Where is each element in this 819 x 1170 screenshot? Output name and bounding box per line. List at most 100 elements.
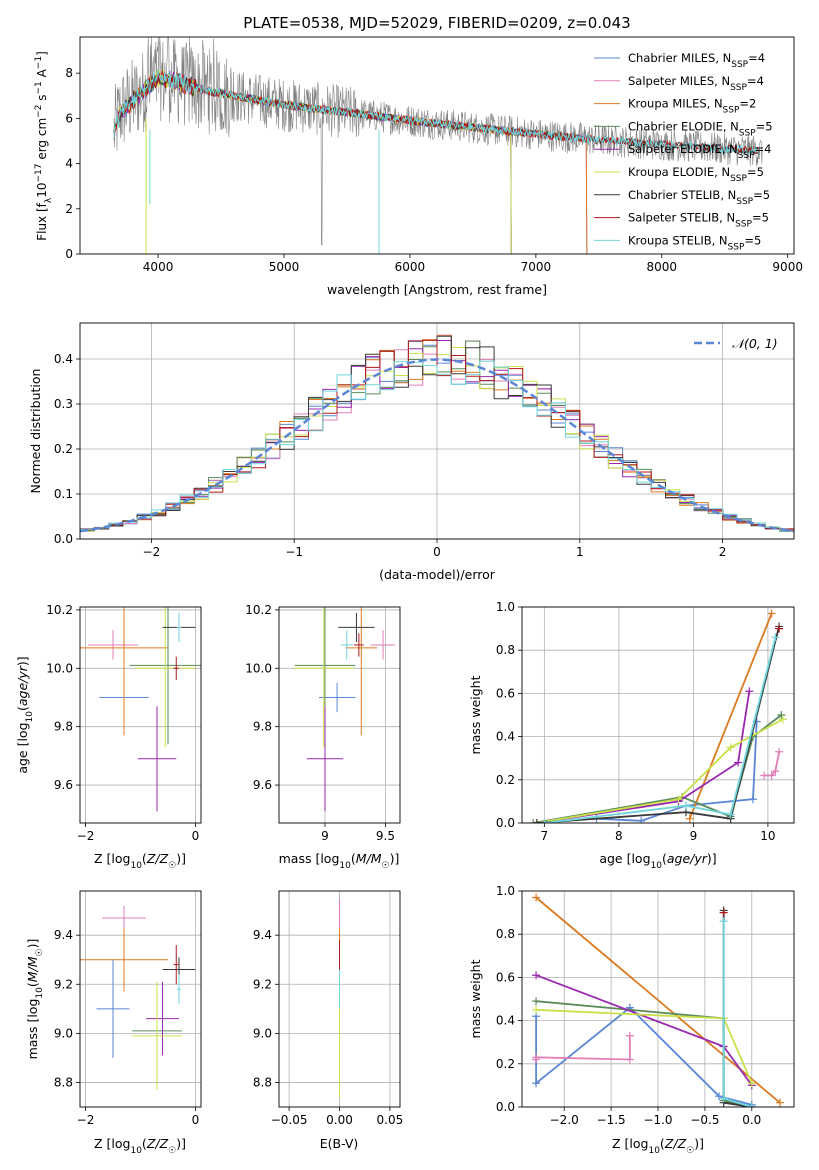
mass-weight-marker xyxy=(747,1079,756,1088)
y-tick-label: 1.0 xyxy=(496,600,515,614)
mass-weight-line xyxy=(536,626,780,823)
x-tick-label: −1.5 xyxy=(597,1113,626,1127)
axes-mass-vs-age: 9 9.5 9.6 9.8 10.0 10.2 mass [log10(M/M☉)] xyxy=(245,603,401,871)
legend-label: Chabrier MILES, NSSP=4 xyxy=(628,51,765,70)
x-tick-label: −0.05 xyxy=(271,1113,308,1127)
y-tick-label: 9.0 xyxy=(54,1026,73,1040)
x-tick-label: 7000 xyxy=(521,260,552,274)
x-tick-label: 1 xyxy=(576,545,584,559)
x-tick-label: 6000 xyxy=(395,260,426,274)
legend-label: Salpeter MILES, NSSP=4 xyxy=(628,74,764,93)
x-tick-label: 9.5 xyxy=(376,829,395,843)
mass-weight-marker xyxy=(719,1094,728,1103)
mass-weight-line xyxy=(536,718,784,823)
mass-weight-marker xyxy=(532,1079,541,1088)
x-tick-label: −1 xyxy=(285,545,303,559)
axes-spectrum: 4000 5000 6000 7000 8000 9000 0 2 4 6 8 Chabrier MI… xyxy=(34,36,803,297)
axes-Z-vs-massweight: −2.0 −1.5 −1.0 −0.5 0.0 0.0 0.2 0.4 0.6 0.8 1.0 Z [… xyxy=(468,884,795,1156)
plot-area xyxy=(80,334,794,539)
mass-weight-line xyxy=(536,691,751,823)
x-tick-label: −2 xyxy=(143,545,161,559)
y-axis-label: mass [log10(M/M☉)] xyxy=(25,939,45,1060)
mass-weight-marker xyxy=(747,1103,756,1107)
y-tick-label: 9.2 xyxy=(54,977,73,991)
y-tick-label: 0 xyxy=(65,247,73,261)
x-axis-label: Z [log10(Z/Z☉)] xyxy=(94,851,186,871)
mass-weight-marker xyxy=(714,1092,723,1101)
axes-frame xyxy=(79,606,202,824)
x-tick-label: 4000 xyxy=(143,260,174,274)
x-tick-label: 8000 xyxy=(647,260,678,274)
y-tick-label: 0.2 xyxy=(496,773,515,787)
y-tick-label: 0.8 xyxy=(496,927,515,941)
y-tick-label: 0.0 xyxy=(496,816,515,830)
x-tick-label: 0.0 xyxy=(742,1113,761,1127)
mass-weight-marker xyxy=(760,771,769,780)
y-tick-label: 0.4 xyxy=(496,730,515,744)
mass-weight-marker xyxy=(719,908,728,917)
mass-weight-marker xyxy=(532,1053,541,1062)
y-tick-label: 10.0 xyxy=(46,661,73,675)
x-tick-label: −2.0 xyxy=(550,1113,579,1127)
mass-weight-marker xyxy=(532,893,541,902)
mass-weight-marker xyxy=(532,997,541,1006)
mass-weight-marker xyxy=(778,715,787,724)
mass-weight-marker xyxy=(734,758,743,767)
y-tick-label: 6 xyxy=(65,111,73,125)
y-tick-label: 9.0 xyxy=(253,1026,272,1040)
axes-Z-vs-age: −2 0 9.6 9.8 10.0 10.2 Z [log10(Z/Z☉)] age [log… xyxy=(15,603,202,871)
mass-weight-marker xyxy=(771,633,780,642)
mass-weight-marker xyxy=(532,971,541,980)
plot-area xyxy=(113,37,763,254)
mass-weight-marker xyxy=(726,810,735,819)
y-tick-label: 0.2 xyxy=(54,442,73,456)
axes-frame xyxy=(79,36,795,255)
legend-label: Salpeter STELIB, NSSP=5 xyxy=(628,211,769,230)
y-tick-label: 9.4 xyxy=(54,928,73,942)
mass-weight-marker xyxy=(775,624,784,633)
y-tick-label: 0.8 xyxy=(496,643,515,657)
y-tick-label: 8.8 xyxy=(253,1075,272,1089)
x-axis-label: E(B-V) xyxy=(320,1136,359,1151)
mass-weight-marker xyxy=(771,767,780,776)
x-tick-label: 0 xyxy=(192,1113,200,1127)
mass-weight-marker xyxy=(681,801,690,810)
mass-weight-marker xyxy=(777,711,786,719)
mass-weight-marker xyxy=(745,687,754,696)
y-tick-label: 10.2 xyxy=(245,603,272,617)
y-tick-label: 2 xyxy=(65,202,73,216)
x-tick-label: −0.5 xyxy=(690,1113,719,1127)
model-spectrum xyxy=(113,69,761,155)
x-tick-label: 5000 xyxy=(269,260,300,274)
legend-label: Kroupa STELIB, NSSP=5 xyxy=(628,233,761,252)
y-tick-label: 8 xyxy=(65,66,73,80)
mass-weight-marker xyxy=(767,609,776,618)
y-tick-label: 10.0 xyxy=(245,661,272,675)
mass-weight-marker xyxy=(775,747,784,756)
mass-weight-marker xyxy=(529,819,538,823)
legend-label: Kroupa ELODIE, NSSP=5 xyxy=(628,165,764,184)
x-tick-label: −2 xyxy=(77,829,95,843)
mass-weight-marker xyxy=(625,1055,634,1064)
x-tick-label: 0 xyxy=(433,545,441,559)
x-tick-label: 0.00 xyxy=(326,1113,353,1127)
normal-curve xyxy=(80,358,794,533)
y-tick-label: 4 xyxy=(65,157,73,171)
y-tick-label: 0.2 xyxy=(496,1057,515,1071)
mass-weight-marker xyxy=(625,1031,634,1040)
y-axis-label: mass weight xyxy=(468,675,483,754)
mass-weight-marker xyxy=(767,771,776,780)
mass-weight-marker xyxy=(637,816,646,823)
y-axis-label: age [log10(age/yr)] xyxy=(15,656,35,773)
y-tick-label: 0.1 xyxy=(54,487,73,501)
x-tick-label: 0.05 xyxy=(377,1113,404,1127)
y-tick-label: 8.8 xyxy=(54,1075,73,1089)
x-tick-label: 9 xyxy=(690,829,698,843)
y-tick-label: 0.0 xyxy=(54,532,73,546)
y-axis-label: Flux [fλ10−17 erg cm−2 s−1 A−1] xyxy=(34,51,54,241)
y-tick-label: 0.3 xyxy=(54,397,73,411)
y-tick-label: 9.6 xyxy=(253,778,272,792)
x-tick-label: 0 xyxy=(192,829,200,843)
y-tick-label: 10.2 xyxy=(46,603,73,617)
